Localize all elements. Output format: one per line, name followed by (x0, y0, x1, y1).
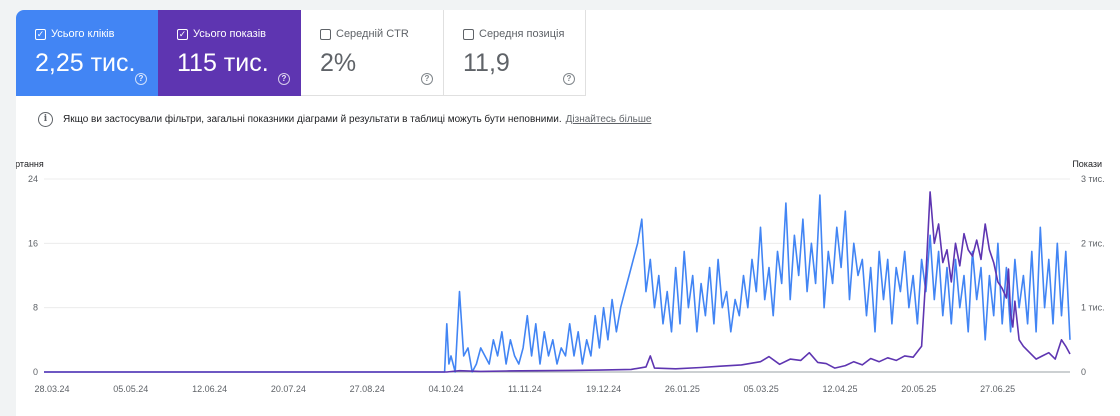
notice-text: Якщо ви застосували фільтри, загальні по… (63, 114, 562, 125)
metric-card-position[interactable]: Середня позиція 11,9 ? (444, 10, 586, 96)
metric-header: Середній CTR (320, 28, 409, 40)
checkbox-unchecked-icon[interactable] (320, 28, 331, 40)
y-left-tick-label: 8 (33, 303, 38, 313)
metric-value: 115 тис. (177, 49, 269, 77)
x-tick-label: 05.05.24 (113, 384, 148, 394)
x-tick-label: 20.07.24 (271, 384, 306, 394)
x-tick-label: 27.06.25 (980, 384, 1015, 394)
metric-card-ctr[interactable]: Середній CTR 2% ? (301, 10, 444, 96)
metric-card-impressions[interactable]: ✓ Усього показів 115 тис. ? (158, 10, 301, 96)
filter-notice: i Якщо ви застосували фільтри, загальні … (38, 112, 651, 127)
series-line-impressions (44, 191, 1071, 373)
x-tick-label: 11.11.24 (508, 384, 542, 394)
performance-chart: 0 8 16 24 0 1 тис. 2 тис. 3 тис. Звертання Покази… (16, 159, 1105, 394)
x-tick-label: 26.01.25 (665, 384, 700, 394)
metric-label: Усього кліків (51, 28, 115, 40)
metric-label: Середня позиція (479, 28, 565, 40)
y-right-tick-label: 3 тис. (1081, 174, 1105, 184)
y-right-axis-title: Покази (1072, 159, 1102, 169)
y-right-tick-label: 2 тис. (1081, 238, 1105, 248)
series-line-clicks (44, 194, 1071, 373)
y-right-tick-label: 1 тис. (1081, 303, 1105, 313)
x-tick-label: 28.03.24 (34, 384, 69, 394)
metric-value: 11,9 (463, 49, 510, 77)
checkbox-checked-icon[interactable]: ✓ (35, 28, 46, 40)
x-tick-label: 04.10.24 (428, 384, 463, 394)
metric-header: ✓ Усього показів (177, 28, 266, 40)
x-tick-label: 12.06.24 (192, 384, 227, 394)
x-tick-label: 27.08.24 (350, 384, 385, 394)
checkbox-unchecked-icon[interactable] (463, 28, 474, 40)
x-tick-label: 12.04.25 (822, 384, 857, 394)
metric-value: 2% (320, 49, 357, 77)
x-tick-label: 19.12.24 (586, 384, 621, 394)
metric-header: Середня позиція (463, 28, 564, 40)
y-right-tick-label: 0 (1081, 367, 1086, 377)
metric-label: Усього показів (193, 28, 266, 40)
y-left-tick-label: 24 (28, 174, 38, 184)
metric-card-clicks[interactable]: ✓ Усього кліків 2,25 тис. ? (16, 10, 158, 96)
x-tick-label: 20.05.25 (901, 384, 936, 394)
metric-header: ✓ Усього кліків (35, 28, 114, 40)
metric-value: 2,25 тис. (35, 49, 136, 77)
help-icon[interactable]: ? (135, 73, 147, 85)
x-tick-label: 05.03.25 (744, 384, 779, 394)
metric-cards: ✓ Усього кліків 2,25 тис. ? ✓ Усього пок… (16, 10, 586, 96)
help-icon[interactable]: ? (278, 73, 290, 85)
y-left-tick-label: 16 (28, 238, 38, 248)
info-icon: i (38, 112, 53, 127)
y-left-tick-label: 0 (33, 367, 38, 377)
y-left-axis-title: Звертання (16, 159, 44, 169)
metric-label: Середній CTR (336, 28, 409, 40)
help-icon[interactable]: ? (563, 73, 575, 85)
learn-more-link[interactable]: Дізнайтесь більше (565, 114, 652, 125)
help-icon[interactable]: ? (421, 73, 433, 85)
performance-card: ✓ Усього кліків 2,25 тис. ? ✓ Усього пок… (16, 10, 1120, 416)
checkbox-checked-icon[interactable]: ✓ (177, 28, 188, 40)
